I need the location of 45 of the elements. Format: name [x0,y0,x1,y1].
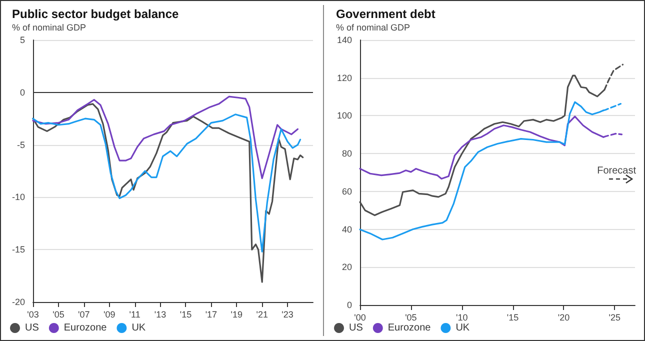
x-tick-label: '15 [180,310,192,320]
x-tick-label: '10 [456,312,468,322]
x-tick-label: '00 [354,312,366,322]
y-tick-label: 140 [336,35,352,45]
y-tick-label: -5 [16,140,25,150]
x-tick-label: '20 [558,312,570,322]
x-tick-label: '03 [27,310,39,320]
x-tick-label: '19 [230,310,243,320]
legend-label: Eurozone [64,322,108,334]
x-tick-label: '09 [103,310,116,320]
line-series [32,96,299,180]
annotation: Forecast [597,166,636,176]
x-tick-label: '21 [256,310,268,320]
y-tick-label: 120 [336,72,352,83]
chart-subtitle: % of nominal GDP [12,22,86,32]
legend-label: UK [456,322,470,334]
legend-label: US [25,322,40,334]
y-tick-label: 100 [336,110,352,121]
legend-label: US [349,322,364,334]
y-tick-label: -10 [12,192,25,202]
y-tick-label: 0 [346,300,352,310]
x-tick-label: '07 [78,310,90,320]
y-tick-label: 5 [20,35,25,45]
x-tick-label: '17 [205,310,218,320]
y-tick-label: -15 [12,244,25,255]
chart-title: Public sector budget balance [12,7,180,21]
x-tick-label: '25 [608,312,620,322]
chart-title: Government debt [336,7,436,21]
line-series [32,103,304,283]
x-tick-label: '23 [282,310,294,320]
line-series [32,114,302,252]
x-tick-label: '05 [52,310,64,320]
y-tick-label: -20 [12,297,25,307]
x-tick-label: '05 [405,312,417,322]
legend-label: UK [132,322,146,334]
x-tick-label: '15 [506,312,519,322]
legend-label: Eurozone [388,322,432,334]
y-tick-label: 0 [20,87,25,98]
y-tick-label: 40 [342,224,352,234]
x-tick-label: '11 [129,310,140,320]
chart-subtitle: % of nominal GDP [336,22,410,32]
y-tick-label: 80 [342,148,352,159]
y-tick-label: 20 [342,262,352,272]
y-tick-label: 60 [342,186,352,196]
x-tick-label: '13 [154,310,166,320]
